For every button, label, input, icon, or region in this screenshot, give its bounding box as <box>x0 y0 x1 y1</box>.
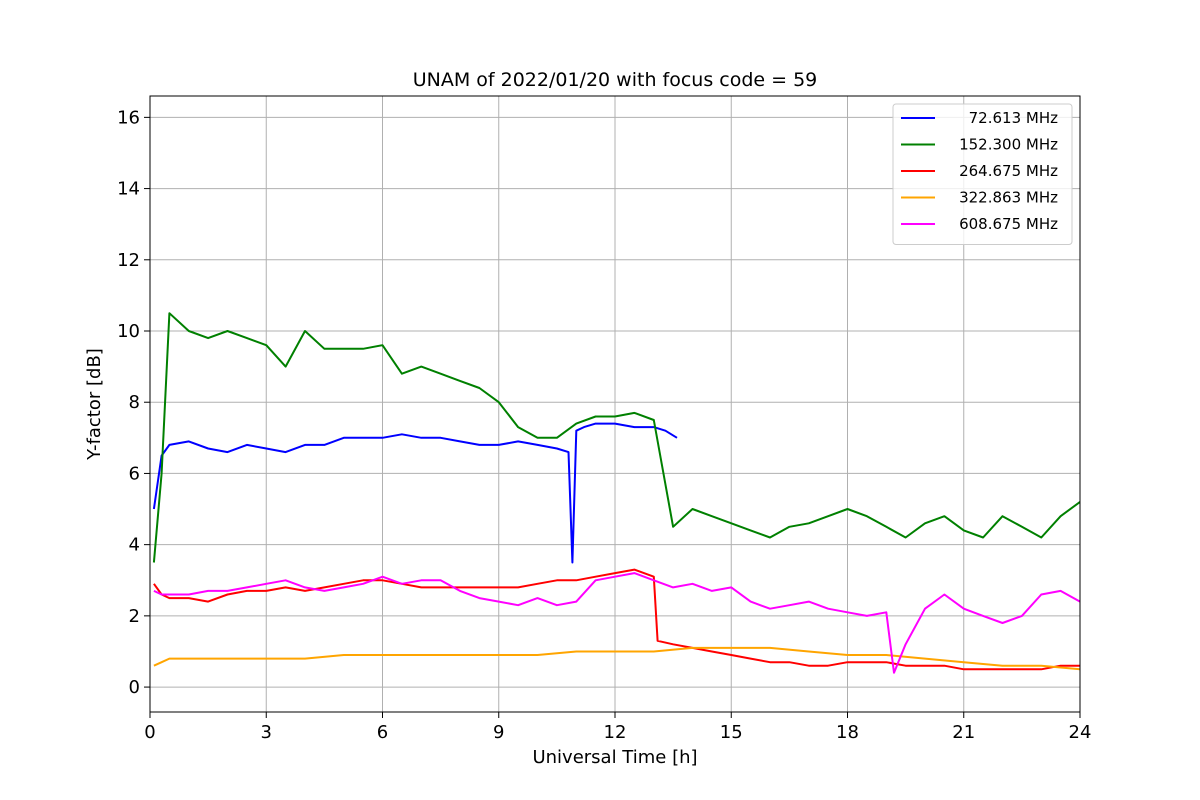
y-tick-label: 12 <box>117 250 140 271</box>
y-tick-label: 0 <box>129 677 140 698</box>
legend: 72.613 MHz 152.300 MHz 264.675 MHz 322.863 … <box>892 103 1073 245</box>
chart-title: UNAM of 2022/01/20 with focus code = 59 <box>413 69 818 91</box>
y-tick-label: 6 <box>129 463 140 484</box>
series-line-2 <box>152 312 1081 563</box>
x-tick-label: 21 <box>952 722 975 743</box>
y-tick-label: 10 <box>117 321 140 342</box>
y-tick-label: 2 <box>129 606 140 627</box>
x-tick-label: 18 <box>836 722 859 743</box>
x-tick-label: 15 <box>720 722 743 743</box>
x-tick-label: 9 <box>493 722 504 743</box>
y-tick-label: 4 <box>129 535 140 556</box>
y-tick-label: 14 <box>117 179 140 200</box>
y-tick-label: 16 <box>117 107 140 128</box>
x-axis-title: Universal Time [h] <box>532 747 697 768</box>
legend-label: 152.300 MHz <box>959 136 1058 154</box>
x-tick-label: 6 <box>377 722 388 743</box>
legend-label: 72.613 MHz <box>969 109 1058 127</box>
series-line-5 <box>153 572 1081 674</box>
x-tick-label: 24 <box>1069 722 1092 743</box>
series-line-1 <box>152 422 678 564</box>
legend-box <box>892 103 1073 245</box>
legend-label: 264.675 MHz <box>959 162 1058 180</box>
series-line-3 <box>153 568 1080 671</box>
y-axis-title: Y-factor [dB] <box>84 348 105 461</box>
x-tick-label: 12 <box>604 722 627 743</box>
x-tick-label: 0 <box>144 722 155 743</box>
legend-label: 608.675 MHz <box>959 215 1058 233</box>
legend-label: 322.863 MHz <box>959 189 1058 207</box>
series-layer <box>152 312 1081 674</box>
y-tick-label: 8 <box>129 392 140 413</box>
series-line-4 <box>153 646 1081 671</box>
x-tick-label: 3 <box>261 722 272 743</box>
